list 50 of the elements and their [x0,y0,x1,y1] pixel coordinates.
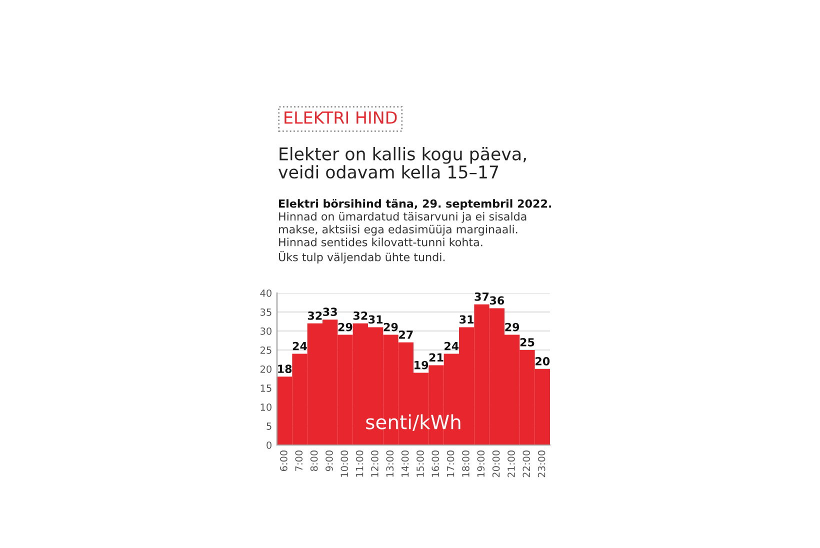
data-label: 37 [474,292,489,301]
data-label: 24 [292,342,307,350]
data-label: 27 [399,330,413,339]
text: Elektri börsihind täna, 29. septembril 2022. [279,199,552,210]
x-tick-label: 13:00 [386,450,394,477]
data-label: 20 [536,357,550,366]
y-tick-label: 0 [266,441,272,449]
x-tick-label: 14:00 [401,450,409,477]
data-label: 24 [444,342,459,350]
data-label: 31 [368,315,383,324]
x-tick-label: 17:00 [446,450,454,477]
data-label: 32 [308,311,322,320]
data-label: 29 [384,322,398,332]
x-tick-label: 9:00 [326,450,333,472]
y-tick-label: 35 [260,308,272,316]
chart-title: ELEKTRI HIND [284,111,397,124]
x-tick-label: 18:00 [462,450,470,477]
x-tick-label: 7:00 [295,450,303,471]
data-label: 29 [505,322,520,332]
data-label: 29 [338,322,352,332]
x-tick-label: 16:00 [432,450,440,477]
data-label: 21 [429,353,444,362]
y-tick-label: 10 [260,403,272,411]
data-label: 33 [323,308,337,316]
y-tick-label: 15 [260,384,272,392]
data-label: 32 [353,311,368,320]
data-label: 18 [278,364,292,374]
text: Hinnad on ümardatud täisarvuni ja ei sisalda makse, aktsiisi ega edasimüüja marginaali. Hinnad sentides kilovatt-tunni kohta. Üks tulp väljendab ühte tundi. [278,212,526,264]
x-tick-label: 8:00 [310,450,318,472]
data-label: 19 [414,360,428,370]
x-tick-label: 20:00 [492,450,500,478]
data-label: 36 [490,296,504,305]
chart-subtitle: Elekter on kallis kogu päeva, veidi odavam kella 15–17 [278,147,526,179]
x-tick-label: 22:00 [522,450,530,478]
data-label: 25 [520,338,534,346]
x-tick-label: 11:00 [356,450,364,477]
x-tick-label: 12:00 [371,450,378,477]
y-tick-label: 5 [266,422,272,430]
annotation: senti/kWh [366,414,460,431]
x-tick-label: 19:00 [477,450,485,477]
y-tick-label: 25 [260,346,272,354]
y-tick-label: 20 [260,365,272,373]
x-tick-label: 21:00 [508,450,515,478]
x-tick-label: 23:00 [538,450,546,478]
y-tick-label: 40 [260,289,272,297]
data-label: 31 [460,315,474,324]
x-tick-label: 6:00 [280,450,288,472]
y-tick-label: 30 [260,327,272,335]
x-tick-label: 15:00 [416,450,424,477]
x-tick-label: 10:00 [340,450,348,477]
